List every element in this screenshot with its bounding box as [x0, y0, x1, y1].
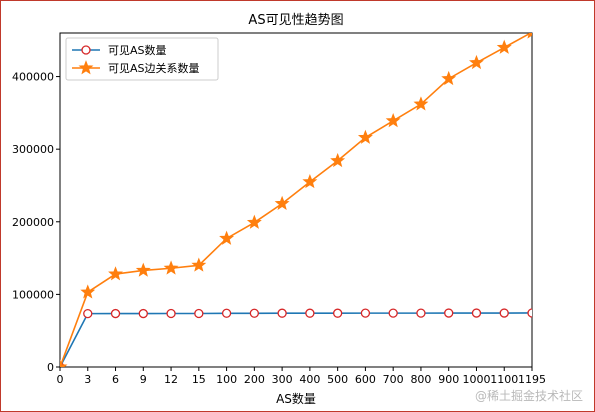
- series-1: [60, 308, 532, 367]
- watermark: @稀土掘金技术社区: [474, 389, 583, 403]
- data-point: [277, 308, 287, 318]
- x-tick-label: 700: [383, 373, 404, 386]
- legend-box: [65, 37, 219, 81]
- data-point: [413, 96, 429, 111]
- x-tick-label: 1195: [518, 373, 546, 386]
- x-tick-label: 9: [140, 373, 147, 386]
- data-point: [166, 308, 176, 319]
- chart-title: AS可见性趋势图: [248, 12, 343, 28]
- data-point: [416, 308, 426, 318]
- data-point: [135, 262, 151, 277]
- data-point: [471, 308, 482, 318]
- legend-marker: [81, 45, 91, 55]
- data-point: [274, 195, 290, 210]
- plot-area-frame: [59, 32, 533, 368]
- y-tick-label: 0: [47, 361, 54, 374]
- data-point: [360, 308, 371, 318]
- axes: 0 3 6 9 12 15 100 200 300 400 500 600 700 800 900 1000 1…: [12, 32, 546, 386]
- data-point: [469, 54, 484, 70]
- x-tick-label: 12: [164, 373, 178, 386]
- series-line: [60, 312, 532, 367]
- legend-marker: [78, 60, 94, 75]
- data-point: [194, 308, 204, 319]
- data-point: [108, 266, 123, 281]
- data-point: [527, 308, 532, 318]
- legend-label: 可见AS数量: [108, 44, 167, 57]
- data-point: [330, 152, 346, 168]
- series-2: [60, 33, 532, 367]
- x-tick-label: 6: [112, 373, 119, 386]
- data-point: [163, 260, 179, 275]
- data-point: [441, 70, 457, 86]
- series-line: [60, 33, 532, 367]
- x-tick-label: 400: [299, 373, 320, 386]
- data-point: [191, 257, 207, 272]
- y-tick-label: 100000: [12, 288, 54, 301]
- data-point: [357, 129, 373, 144]
- data-point: [110, 308, 121, 319]
- y-tick-label: 400000: [12, 71, 54, 84]
- x-tick-label: 3: [84, 373, 91, 386]
- x-tick-label: 200: [244, 373, 265, 386]
- y-tick-label: 200000: [12, 216, 54, 229]
- x-tick-label: 900: [438, 373, 459, 386]
- x-tick-label: 100: [216, 373, 237, 386]
- x-tick-label: 300: [272, 373, 293, 386]
- x-axis-label: AS数量: [276, 391, 316, 406]
- data-point: [385, 113, 401, 128]
- data-point: [388, 308, 398, 318]
- x-tick-label: 15: [192, 373, 206, 386]
- y-tick-label: 300000: [12, 143, 54, 156]
- x-tick-label: 1100: [490, 373, 518, 386]
- series-layer: [60, 33, 532, 367]
- data-point: [219, 230, 235, 245]
- data-point: [444, 308, 454, 318]
- data-point: [332, 308, 343, 318]
- data-point: [305, 308, 315, 318]
- data-point: [499, 308, 509, 318]
- data-point: [246, 214, 262, 229]
- data-point: [221, 308, 232, 318]
- data-point: [249, 308, 260, 318]
- data-point: [527, 33, 532, 39]
- data-point: [138, 308, 148, 319]
- data-point: [60, 359, 68, 367]
- x-tick-label: 500: [327, 373, 348, 386]
- x-tick-label: 1000: [462, 373, 490, 386]
- x-tick-label: 0: [57, 373, 64, 386]
- data-point: [302, 174, 318, 189]
- data-point: [83, 308, 93, 319]
- legend-label: 可见AS边关系数量: [108, 61, 200, 75]
- x-tick-label: 800: [410, 373, 431, 386]
- data-point: [496, 39, 512, 54]
- data-point: [80, 284, 96, 299]
- x-tick-label: 600: [355, 373, 376, 386]
